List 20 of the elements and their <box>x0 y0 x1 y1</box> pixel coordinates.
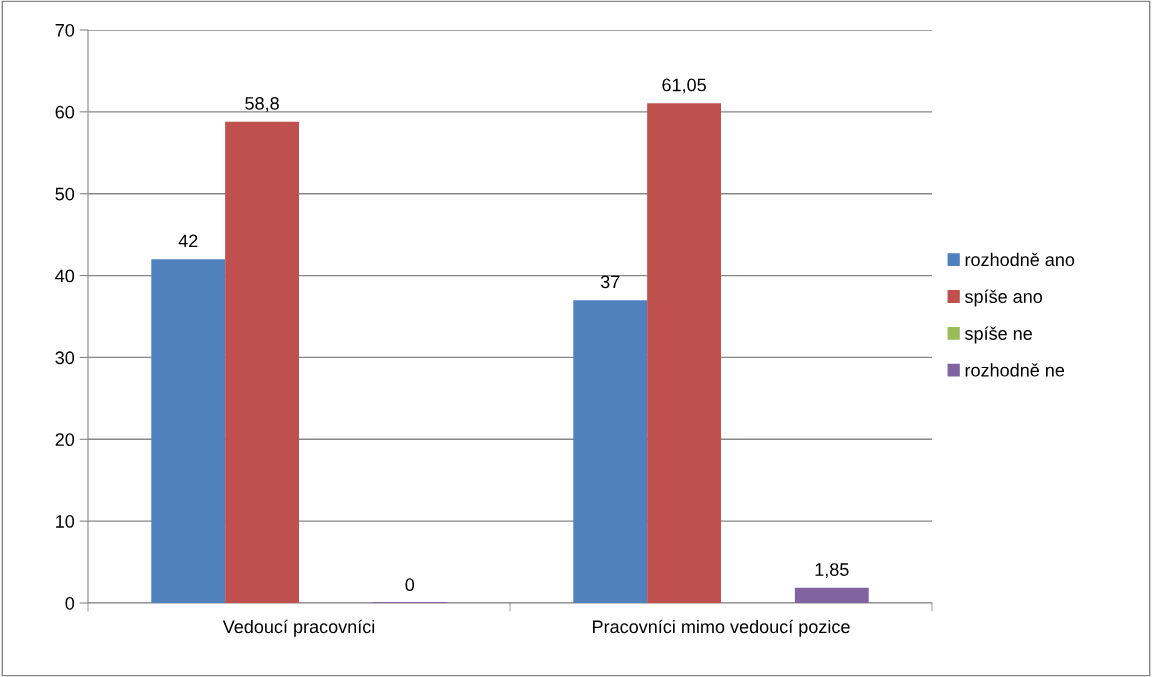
legend-label: spíše ano <box>965 289 1043 307</box>
y-tick-label: 30 <box>55 351 75 365</box>
data-label: 1,85 <box>815 563 849 579</box>
legend-label: rozhodně ne <box>965 363 1065 377</box>
x-tick-label: Vedoucí pracovníci <box>222 619 375 637</box>
data-label: 61,05 <box>662 78 706 94</box>
x-tick-label: Pracovníci mimo vedoucí pozice <box>593 619 850 637</box>
legend-label: spíše ne <box>965 326 1032 344</box>
data-label: 42 <box>178 234 198 248</box>
y-tick-label: 10 <box>56 515 75 528</box>
y-tick-label: 50 <box>55 187 75 201</box>
data-label: 0 <box>405 578 415 592</box>
data-label: 58,8 <box>245 96 279 112</box>
y-tick-label: 70 <box>55 23 75 37</box>
y-tick-label: 40 <box>55 269 75 283</box>
y-tick-label: 0 <box>65 596 75 610</box>
legend-label: rozhodně ano <box>965 252 1075 267</box>
data-label: 37 <box>600 275 620 289</box>
y-tick-label: 20 <box>55 433 75 447</box>
y-tick-label: 60 <box>55 105 75 119</box>
